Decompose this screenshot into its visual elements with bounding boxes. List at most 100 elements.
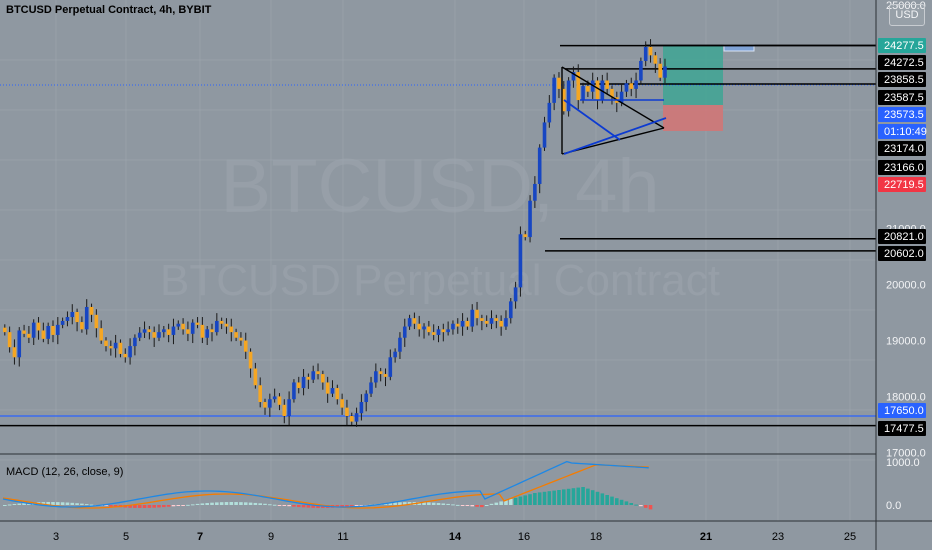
candle-body (571, 72, 576, 81)
candle-body (393, 351, 397, 358)
macd-histogram-bar (557, 490, 561, 505)
macd-histogram-bar (224, 502, 229, 505)
macd-histogram-bar (109, 505, 113, 507)
price-tag: 17650.0 (878, 403, 926, 418)
macd-histogram-bar (210, 502, 214, 505)
candle-body (658, 63, 662, 78)
macd-histogram-bar (171, 505, 176, 507)
candle-body (417, 323, 422, 330)
candle-body (147, 329, 152, 333)
candle-body (277, 396, 282, 405)
macd-histogram-bar (137, 505, 142, 508)
macd-title: MACD (12, 26, close, 9) (6, 466, 124, 478)
long-position-target-zone[interactable] (663, 45, 723, 105)
candle-body (378, 371, 383, 375)
price-tick-label: 17000.0 (886, 447, 926, 459)
candle-body (484, 320, 489, 324)
time-axis-label: 23 (772, 531, 784, 543)
candle-body (523, 234, 528, 238)
candle-body (205, 329, 209, 338)
candle-body (258, 385, 262, 403)
candle-body (600, 80, 605, 101)
candle-body (610, 88, 614, 98)
macd-histogram-bar (301, 505, 306, 508)
macd-histogram-bar (533, 493, 537, 505)
candle-body (508, 301, 513, 319)
candle-body (22, 330, 26, 334)
triangle-lower-line[interactable] (561, 127, 665, 155)
candle-body (17, 330, 22, 358)
candle-body (109, 346, 113, 349)
macd-histogram-bar (508, 499, 513, 505)
candle-body (431, 332, 436, 335)
svg-text:20602.0: 20602.0 (884, 248, 924, 260)
macd-histogram-bar (263, 503, 267, 505)
macd-histogram-bar (248, 502, 253, 505)
price-tick-label: 18000.0 (886, 391, 926, 403)
macd-histogram-bar (489, 503, 494, 505)
long-position-stop-zone[interactable] (663, 105, 723, 131)
price-tick-label: 19000.0 (886, 336, 926, 348)
time-axis-label: 21 (700, 531, 712, 543)
candle-body (31, 322, 36, 338)
candle-body (234, 332, 238, 338)
macd-histogram-bar (634, 504, 638, 506)
svg-text:23573.5: 23573.5 (884, 109, 924, 121)
macd-histogram-bar (253, 502, 258, 505)
macd-histogram-bar (162, 505, 166, 508)
macd-histogram-bar (195, 503, 200, 505)
macd-histogram-bar (89, 504, 94, 506)
macd-histogram-bar (484, 505, 489, 506)
price-tag: 22719.5 (878, 177, 926, 192)
macd-histogram-bar (17, 503, 22, 505)
chart-title: BTCUSD Perpetual Contract, 4h, BYBIT (6, 4, 212, 16)
candle-body (499, 320, 503, 327)
macd-histogram-bar (354, 505, 359, 507)
candle-body (345, 407, 349, 417)
macd-histogram-bar (152, 505, 156, 508)
candle-body (402, 326, 407, 338)
macd-histogram-bar (614, 498, 619, 505)
candle-body (89, 306, 94, 315)
macd-histogram-bar (65, 502, 70, 505)
candle-body (3, 327, 7, 333)
currency-button[interactable]: USD (889, 4, 925, 26)
macd-histogram-bar (600, 493, 605, 505)
candle-body (195, 322, 200, 325)
candle-body (243, 340, 248, 352)
macd-histogram-bar (460, 505, 465, 506)
candle-body (412, 318, 417, 324)
price-tag: 17477.5 (878, 421, 926, 436)
candle-body (229, 326, 234, 333)
candle-body (287, 399, 291, 417)
candle-body (494, 318, 499, 321)
candle-body (56, 324, 60, 335)
candle-body (12, 347, 17, 358)
macd-histogram-bar (176, 505, 181, 506)
macd-histogram-bar (287, 505, 291, 507)
macd-histogram-bar (455, 504, 460, 506)
macd-histogram-bar (41, 502, 46, 505)
macd-histogram-bar (200, 503, 205, 505)
candle-body (296, 382, 301, 389)
candle-body (118, 342, 123, 354)
candle-body (162, 329, 166, 333)
wedge-line-2[interactable] (563, 117, 667, 155)
candle-body (128, 346, 132, 358)
macd-histogram-bar (586, 488, 590, 505)
candle-body (152, 332, 156, 338)
candle-body (475, 309, 479, 319)
candle-body (480, 318, 484, 321)
triangle-upper-line[interactable] (561, 66, 665, 129)
wedge-line-1[interactable] (563, 99, 621, 141)
candle-body (219, 320, 224, 324)
price-tag: 23587.5 (878, 90, 926, 105)
macd-histogram-bar (605, 495, 609, 505)
time-axis-label: 7 (197, 531, 203, 543)
candle-body (133, 337, 137, 347)
time-axis-label: 14 (449, 531, 462, 543)
macd-histogram-bar (296, 505, 301, 508)
candle-body (340, 399, 344, 408)
